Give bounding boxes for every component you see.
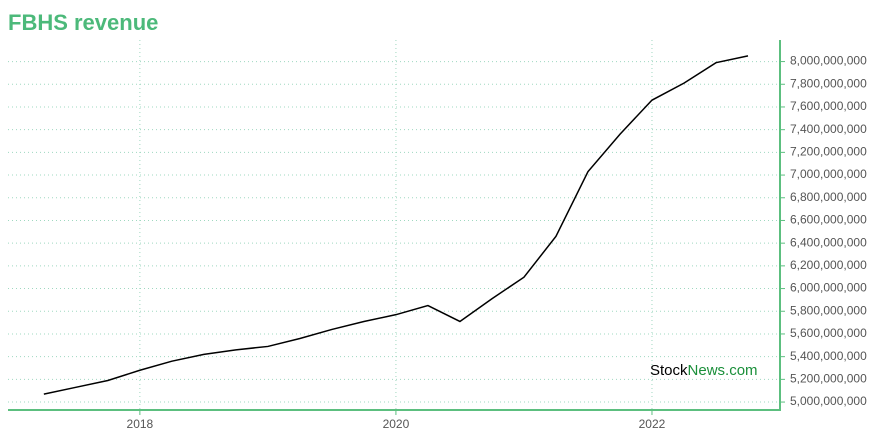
y-tick-label: 6,800,000,000 [790,190,867,204]
y-tick-label: 7,600,000,000 [790,99,867,113]
x-tick-label: 2022 [639,417,666,431]
y-tick-label: 7,000,000,000 [790,167,867,181]
y-tick-label: 5,800,000,000 [790,303,867,317]
y-tick-label: 5,200,000,000 [790,372,867,386]
y-tick-label: 6,400,000,000 [790,235,867,249]
y-tick-label: 5,400,000,000 [790,349,867,363]
y-tick-label: 7,800,000,000 [790,76,867,90]
y-tick-label: 8,000,000,000 [790,54,867,68]
chart-title: FBHS revenue [8,10,158,35]
watermark-news: News.com [688,362,758,379]
y-tick-label: 6,000,000,000 [790,281,867,295]
x-tick-label: 2018 [127,417,154,431]
y-tick-label: 5,600,000,000 [790,326,867,340]
x-tick-label: 2020 [383,417,410,431]
y-tick-label: 5,000,000,000 [790,394,867,408]
watermark-stock: Stock [650,362,688,379]
watermark: StockNews.com [650,362,758,379]
grid [8,40,780,410]
y-tick-label: 7,200,000,000 [790,145,867,159]
y-tick-label: 6,600,000,000 [790,213,867,227]
line-series [43,55,749,395]
y-tick-label: 7,400,000,000 [790,122,867,136]
y-tick-label: 6,200,000,000 [790,258,867,272]
